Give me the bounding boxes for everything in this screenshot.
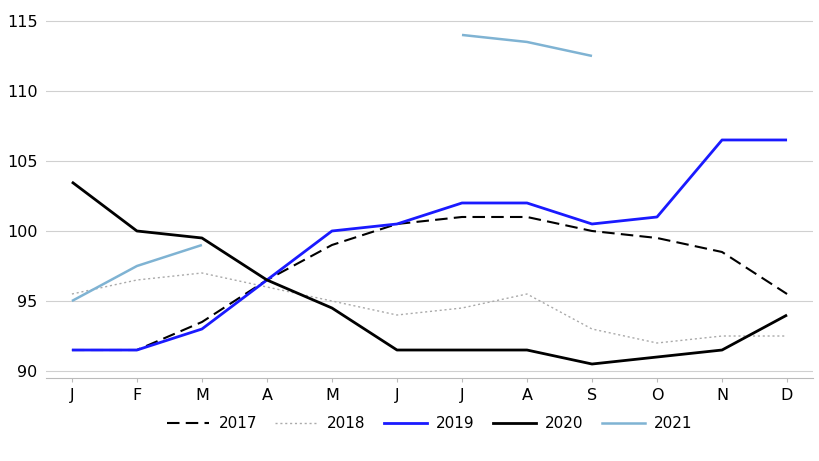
Legend: 2017, 2018, 2019, 2020, 2021: 2017, 2018, 2019, 2020, 2021 [161, 410, 698, 437]
